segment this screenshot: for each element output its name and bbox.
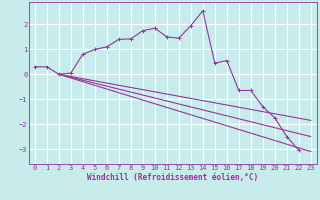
X-axis label: Windchill (Refroidissement éolien,°C): Windchill (Refroidissement éolien,°C)	[87, 173, 258, 182]
